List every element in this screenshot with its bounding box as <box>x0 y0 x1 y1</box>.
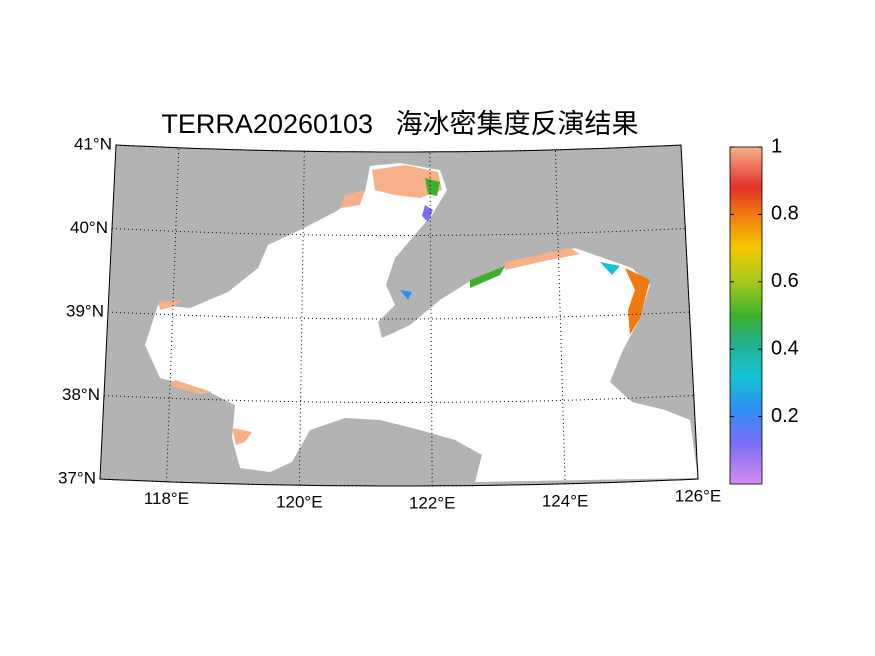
map-area <box>100 145 698 486</box>
x-tick-label: 124°E <box>542 491 589 510</box>
grid-line <box>107 311 690 320</box>
y-tick-label: 41°N <box>74 134 112 153</box>
colorbar-tick-label: 0.6 <box>771 270 799 292</box>
x-tick-label: 120°E <box>276 493 323 512</box>
x-tick-label: 122°E <box>409 493 456 512</box>
colorbar-tick-label: 0.2 <box>771 405 799 427</box>
colorbar-tick-label: 1 <box>771 135 782 157</box>
colorbar-tick-label: 0.4 <box>771 337 799 359</box>
colorbar-tick-label: 0.8 <box>771 203 799 225</box>
map-frame <box>99 144 699 487</box>
y-tick-label: 39°N <box>66 301 104 320</box>
colorbar <box>729 146 763 485</box>
y-tick-label: 37°N <box>58 468 96 487</box>
graticule <box>99 144 699 487</box>
x-tick-label: 126°E <box>675 486 722 505</box>
x-tick-label: 118°E <box>144 489 189 508</box>
y-tick-label: 38°N <box>62 385 100 404</box>
map-title: TERRA20260103 海冰密集度反演结果 <box>161 109 638 139</box>
sea <box>145 163 698 482</box>
y-tick-label: 40°N <box>70 218 108 237</box>
sea-ice <box>158 165 650 445</box>
